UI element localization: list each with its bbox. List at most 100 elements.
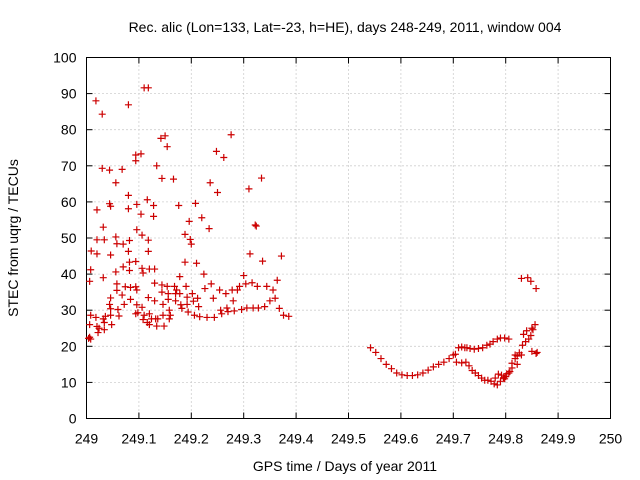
data-point: [165, 306, 173, 314]
data-point: [137, 210, 145, 218]
data-point: [115, 312, 123, 320]
data-point: [161, 132, 169, 140]
data-point: [203, 313, 211, 321]
data-point: [125, 237, 133, 245]
data-point: [107, 294, 115, 302]
data-point: [125, 258, 133, 266]
data-point: [165, 315, 173, 323]
data-point: [190, 311, 198, 319]
data-point: [101, 312, 109, 320]
data-point: [253, 282, 261, 290]
data-point: [151, 279, 159, 287]
data-point: [505, 335, 513, 343]
data-point: [463, 344, 471, 352]
data-point: [367, 344, 375, 352]
data-point: [524, 274, 532, 282]
x-tick-label: 249.7: [436, 431, 471, 447]
axis-ticks: [86, 57, 611, 419]
data-point: [224, 308, 232, 316]
data-point: [163, 282, 171, 290]
data-point: [87, 335, 95, 343]
data-point: [106, 300, 114, 308]
data-point: [429, 363, 437, 371]
data-point: [133, 301, 141, 309]
data-point: [195, 303, 203, 311]
data-point: [277, 252, 285, 260]
data-point: [227, 131, 235, 139]
x-tick-label: 249.9: [541, 431, 576, 447]
data-point: [532, 285, 540, 293]
data-point: [139, 269, 147, 277]
data-point: [113, 240, 121, 248]
data-point: [275, 304, 283, 312]
data-point: [377, 355, 385, 363]
data-point: [185, 217, 193, 225]
data-point: [127, 283, 135, 291]
data-point: [120, 300, 128, 308]
data-point: [483, 341, 491, 349]
y-tick-labels: 0 10 20 30 40 50 60 70 80 90 100: [53, 50, 77, 427]
data-point: [106, 166, 114, 174]
data-point: [144, 247, 152, 255]
data-point: [178, 304, 186, 312]
data-point: [230, 307, 238, 315]
data-point: [212, 147, 220, 155]
data-point: [159, 311, 167, 319]
data-point: [484, 376, 492, 384]
data-point: [233, 286, 241, 294]
data-point: [87, 247, 95, 255]
x-tick-label: 249.6: [383, 431, 418, 447]
data-point: [93, 206, 101, 214]
data-point: [517, 351, 525, 359]
data-point: [527, 277, 535, 285]
y-tick-label: 80: [61, 122, 77, 138]
data-point: [183, 300, 191, 308]
data-point: [236, 282, 244, 290]
data-point: [209, 294, 217, 302]
data-point: [523, 327, 531, 335]
data-point: [269, 286, 277, 294]
data-point: [118, 291, 126, 299]
y-tick-label: 90: [61, 86, 77, 102]
x-tick-label: 249.8: [488, 431, 523, 447]
grid: [86, 57, 611, 419]
data-point: [144, 294, 152, 302]
data-point: [100, 326, 108, 334]
data-point: [107, 202, 115, 210]
data-point: [138, 303, 146, 311]
data-point: [153, 322, 161, 330]
x-tick-label: 249.4: [279, 431, 314, 447]
data-point: [217, 306, 225, 314]
data-point: [518, 341, 526, 349]
y-tick-label: 50: [61, 230, 77, 246]
x-tick-label: 249: [75, 431, 99, 447]
y-tick-label: 40: [61, 266, 77, 282]
data-point: [424, 366, 432, 374]
data-point: [93, 250, 101, 258]
data-point: [150, 202, 158, 210]
data-point: [207, 280, 215, 288]
data-point: [98, 164, 106, 172]
data-point: [263, 282, 271, 290]
data-point: [222, 290, 230, 298]
data-point: [490, 380, 498, 388]
data-point: [498, 371, 506, 379]
data-point: [240, 272, 248, 280]
data-point: [266, 297, 274, 305]
data-point: [223, 304, 231, 312]
x-tick-label: 250: [599, 431, 623, 447]
data-point: [187, 240, 195, 248]
y-tick-label: 20: [61, 338, 77, 354]
data-point: [151, 297, 159, 305]
data-point: [137, 150, 145, 158]
data-point: [205, 225, 213, 233]
data-point: [138, 231, 146, 239]
data-point: [175, 202, 183, 210]
data-point: [124, 191, 132, 199]
data-point: [164, 295, 172, 303]
data-point: [198, 214, 206, 222]
data-point: [466, 344, 474, 352]
data-point: [184, 308, 192, 316]
data-point: [154, 315, 162, 323]
data-point: [220, 153, 228, 161]
